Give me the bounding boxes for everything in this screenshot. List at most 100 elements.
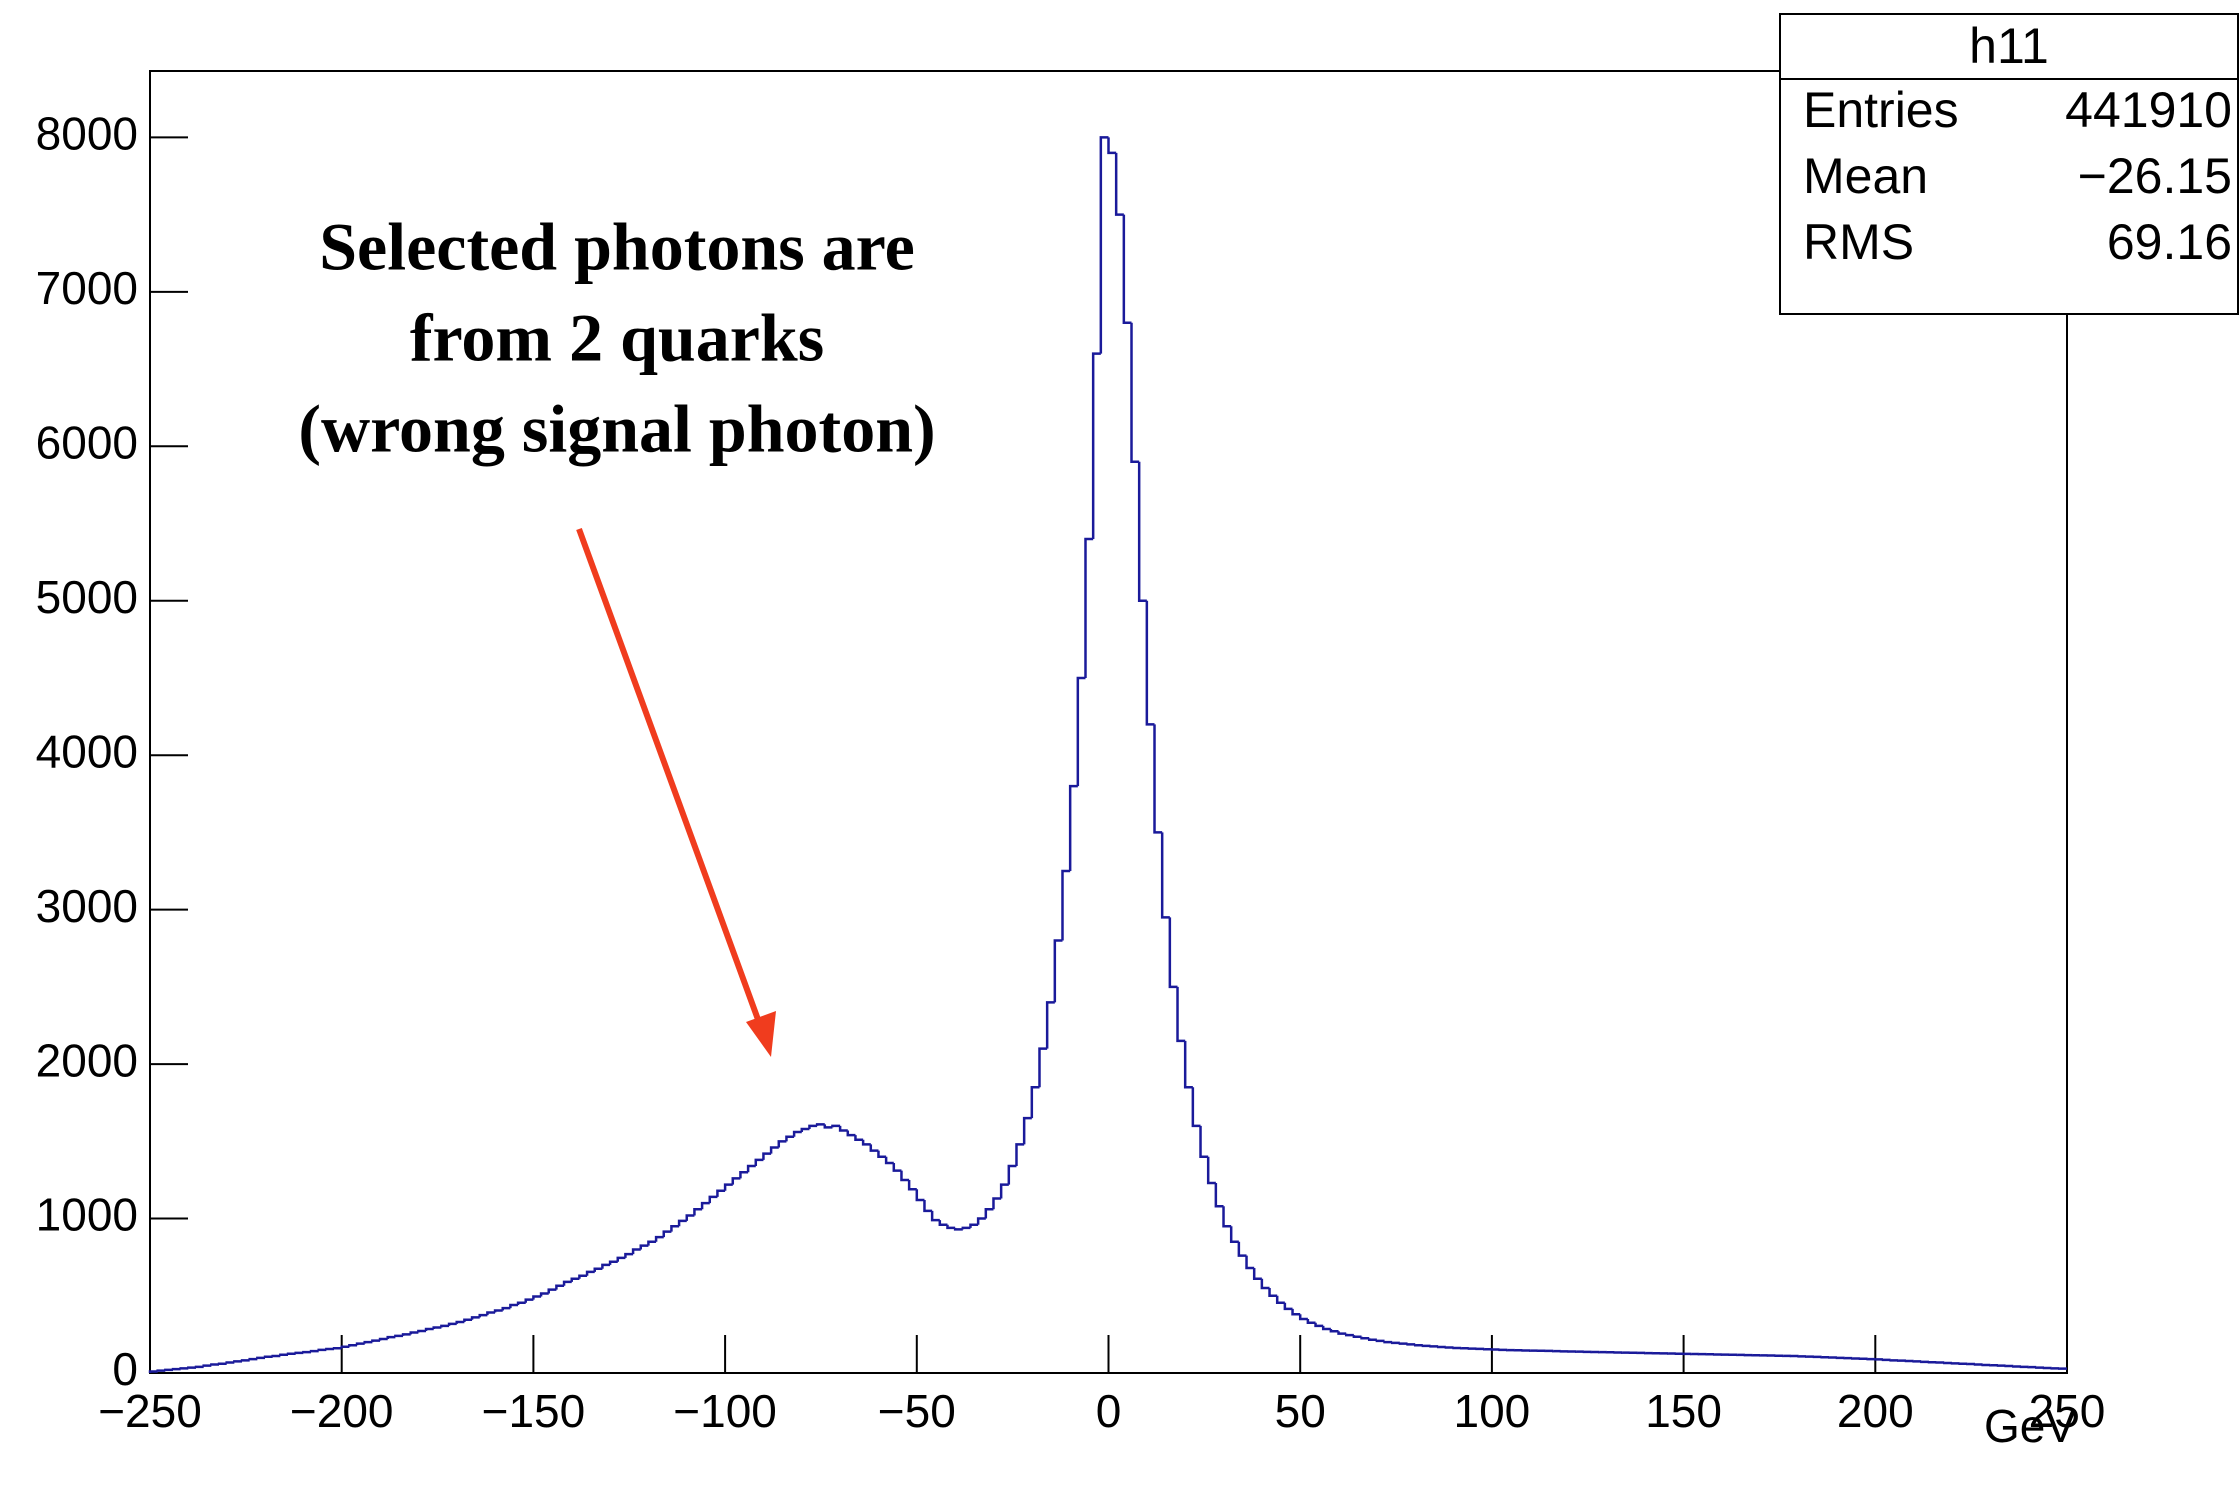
- histogram-bin: [378, 1337, 388, 1341]
- histogram-bin: [585, 1270, 595, 1276]
- histogram-bin: [662, 1230, 672, 1238]
- histogram-bin: [217, 1362, 227, 1365]
- histogram-bin: [854, 1135, 864, 1142]
- histogram-bin: [263, 1355, 273, 1359]
- histogram-bin: [1306, 1318, 1316, 1325]
- histogram-bin: [156, 1369, 166, 1372]
- histogram-bin: [539, 1292, 549, 1297]
- histogram-bin: [1229, 1226, 1239, 1243]
- histogram-bin: [1314, 1322, 1324, 1328]
- histogram-bin: [716, 1189, 726, 1197]
- histogram-bin: [210, 1363, 220, 1366]
- x-tick-label: −250: [98, 1385, 202, 1437]
- histogram-bin: [516, 1301, 526, 1306]
- histogram-bin: [432, 1326, 442, 1329]
- histogram-bin: [746, 1164, 756, 1173]
- histogram-bin: [1421, 1344, 1431, 1348]
- histogram-bin: [509, 1303, 519, 1309]
- histogram-bin: [930, 1210, 940, 1222]
- y-tick-label: 5000: [36, 571, 138, 623]
- annotation-arrow: [576, 527, 763, 1027]
- histogram-bin: [670, 1225, 680, 1232]
- stats-label: RMS: [1803, 214, 1914, 270]
- histogram-bin: [1329, 1328, 1339, 1333]
- histogram-bin: [639, 1244, 649, 1250]
- histogram-bin: [1145, 600, 1155, 726]
- histogram-bin: [1268, 1288, 1278, 1298]
- histogram-bin: [601, 1263, 611, 1269]
- histogram-bin: [1383, 1340, 1393, 1344]
- histogram-bin: [1436, 1345, 1446, 1349]
- histogram-bin: [1137, 461, 1147, 603]
- histogram-bin: [424, 1327, 434, 1331]
- histogram-bin: [693, 1208, 703, 1216]
- histogram-bin: [823, 1124, 833, 1129]
- histogram-bin: [792, 1130, 802, 1137]
- histogram-bin: [831, 1124, 841, 1128]
- y-tick-label: 8000: [36, 108, 138, 160]
- histogram-bin: [294, 1351, 304, 1355]
- histogram-bin: [271, 1354, 281, 1358]
- x-tick-label: −50: [878, 1385, 956, 1437]
- histogram-bin: [739, 1170, 749, 1179]
- histogram-bin: [1298, 1314, 1308, 1321]
- y-tick-label: 2000: [36, 1034, 138, 1086]
- histogram-bin: [938, 1220, 948, 1226]
- histogram-bin: [785, 1135, 795, 1142]
- histogram-bin: [562, 1280, 572, 1286]
- stats-value: 69.16: [2107, 214, 2232, 270]
- stats-value: 441910: [2065, 82, 2232, 138]
- histogram-bin: [348, 1343, 358, 1347]
- histogram-bin: [1214, 1183, 1224, 1208]
- histogram-bin: [1283, 1302, 1293, 1311]
- x-tick-label: 50: [1275, 1385, 1326, 1437]
- histogram-bin: [1375, 1339, 1385, 1343]
- histogram-bin: [1091, 352, 1101, 539]
- histogram-bin: [1084, 537, 1094, 678]
- histogram-bin: [417, 1329, 427, 1333]
- histogram-bin: [654, 1235, 664, 1242]
- histogram-bin: [624, 1252, 634, 1258]
- histogram-bin: [463, 1318, 473, 1323]
- histogram-bin: [1429, 1345, 1439, 1348]
- histogram-bin: [1022, 1116, 1032, 1145]
- histogram-bin: [800, 1127, 810, 1133]
- histogram-bin: [194, 1365, 204, 1369]
- histogram-bin: [869, 1144, 879, 1152]
- histogram-bin: [171, 1367, 181, 1371]
- histogram-bin: [470, 1316, 480, 1320]
- histogram-bin: [302, 1350, 312, 1354]
- histogram-bin: [616, 1256, 626, 1262]
- histogram-bin: [233, 1360, 243, 1363]
- histogram-bin: [1168, 917, 1178, 989]
- histogram-bin: [256, 1356, 266, 1360]
- histogram-bin: [202, 1364, 212, 1367]
- histogram-bin: [447, 1322, 457, 1326]
- histogram-bin: [317, 1348, 327, 1352]
- histogram-bin: [1176, 986, 1186, 1043]
- histogram-bin: [723, 1183, 733, 1191]
- histogram-bin: [1015, 1143, 1025, 1167]
- histogram-bin: [685, 1214, 695, 1221]
- annotation-text: (wrong signal photon): [298, 391, 935, 467]
- x-tick-label: 100: [1454, 1385, 1531, 1437]
- histogram-bin: [279, 1353, 289, 1357]
- histogram-bin: [309, 1349, 319, 1353]
- histogram-bin: [1337, 1331, 1347, 1335]
- histogram-bin: [555, 1284, 565, 1290]
- histogram-bin: [846, 1130, 856, 1137]
- x-tick-label: 200: [1837, 1385, 1914, 1437]
- histogram-bin: [915, 1189, 925, 1202]
- histogram-bin: [1237, 1241, 1247, 1257]
- histogram-bin: [286, 1352, 296, 1355]
- x-tick-label: −150: [482, 1385, 586, 1437]
- histogram-bin: [1413, 1343, 1423, 1347]
- histogram-bin: [148, 1370, 158, 1373]
- annotation-text: Selected photons are: [319, 209, 915, 285]
- histogram-bin: [992, 1197, 1002, 1210]
- histogram-bin: [808, 1124, 818, 1129]
- histogram-bin: [1191, 1087, 1201, 1128]
- x-tick-label: 250: [2029, 1385, 2106, 1437]
- stats-value: −26.15: [2078, 148, 2232, 204]
